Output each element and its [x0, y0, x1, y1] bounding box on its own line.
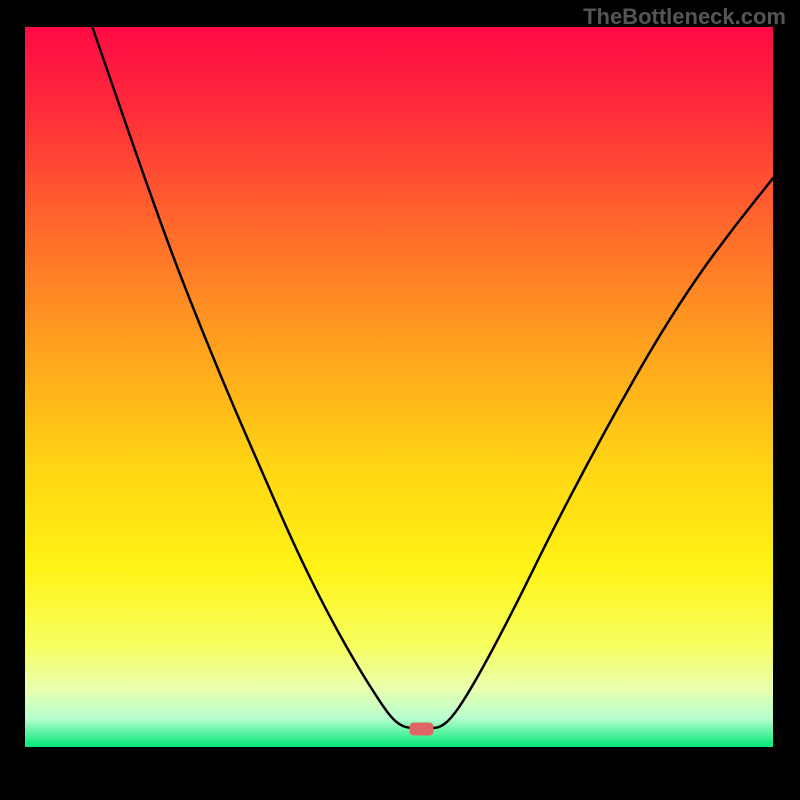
- plot-area: [25, 27, 773, 747]
- plot-svg: [25, 27, 773, 747]
- watermark-text: TheBottleneck.com: [583, 4, 786, 30]
- chart-container: TheBottleneck.com: [0, 0, 800, 800]
